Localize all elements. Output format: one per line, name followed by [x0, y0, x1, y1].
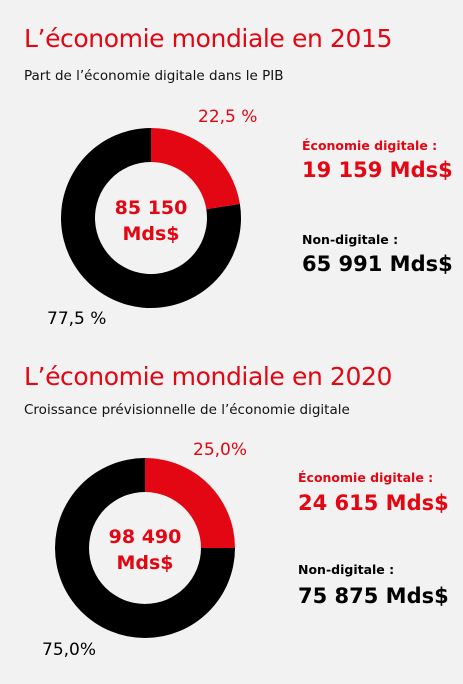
slice-label-digital: 25,0% — [193, 440, 248, 460]
donut-svg: 98 490 Mds$ — [55, 458, 235, 638]
donut-slice-non-digital — [61, 128, 242, 308]
chart-title: L’économie mondiale en 2015 — [24, 24, 392, 53]
legend-label-digital: Économie digitale : — [298, 470, 434, 485]
chart-section-2015: L’économie mondiale en 2015 Part de l’éc… — [0, 0, 463, 340]
center-value: 98 490 — [109, 526, 182, 548]
donut-slice-digital — [151, 128, 240, 210]
slice-label-non-digital: 77,5 % — [47, 309, 107, 329]
donut-slice-digital — [145, 458, 235, 548]
donut-slice-non-digital — [55, 458, 235, 638]
center-unit: Mds$ — [122, 223, 179, 245]
legend-label-non-digital: Non-digitale : — [298, 562, 395, 577]
center-unit: Mds$ — [116, 552, 173, 574]
legend-label-non-digital: Non-digitale : — [302, 232, 399, 247]
legend-value-non-digital: 65 991 Mds$ — [302, 252, 453, 276]
donut-chart: 98 490 Mds$ — [55, 458, 235, 638]
chart-subtitle: Part de l’économie digitale dans le PIB — [24, 68, 284, 84]
chart-section-2020: L’économie mondiale en 2020 Croissance p… — [0, 340, 463, 684]
center-value: 85 150 — [115, 197, 188, 219]
slice-label-digital: 22,5 % — [198, 107, 258, 127]
chart-title: L’économie mondiale en 2020 — [24, 362, 392, 391]
slice-label-non-digital: 75,0% — [42, 640, 97, 660]
donut-chart: 85 150 Mds$ — [61, 128, 242, 308]
donut-svg: 85 150 Mds$ — [61, 128, 242, 308]
legend-label-digital: Économie digitale : — [302, 138, 438, 153]
chart-subtitle: Croissance prévisionnelle de l’économie … — [24, 402, 350, 418]
legend-value-digital: 24 615 Mds$ — [298, 491, 449, 515]
legend-value-non-digital: 75 875 Mds$ — [298, 584, 449, 608]
legend-value-digital: 19 159 Mds$ — [302, 158, 453, 182]
